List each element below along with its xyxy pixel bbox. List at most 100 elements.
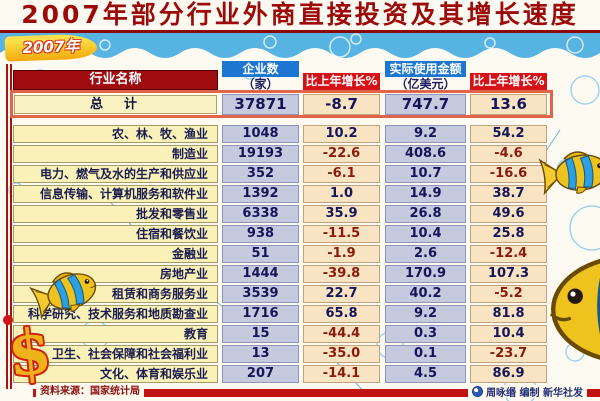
growth-vs-prev-year-cell: 65.8 [303, 305, 380, 323]
enterprise-count-cell: 51 [222, 245, 299, 263]
amount-used-cell: 170.9 [385, 265, 466, 283]
growth-vs-prev-year-cell: -23.7 [470, 345, 547, 363]
table-row: 信息传输、计算机服务和软件业 1392 1.0 14.9 38.7 [0, 185, 600, 204]
total-row-highlight-box [10, 90, 553, 118]
table-row: 房地产业 1444 -39.8 170.9 107.3 [0, 265, 600, 284]
amount-used-cell: 0.3 [385, 325, 466, 343]
table-row: 农、林、牧、渔业 1048 10.2 9.2 54.2 [0, 125, 600, 144]
column-header-amount: 实际使用金额 [385, 61, 466, 77]
growth-vs-prev-year-cell: -44.4 [303, 325, 380, 343]
column-header-industry: 行业名称 [13, 70, 218, 90]
growth-vs-prev-year-cell: -39.8 [303, 265, 380, 283]
growth-vs-prev-year-cell: 10.2 [303, 125, 380, 143]
footer-red-bar [33, 389, 600, 397]
growth-vs-prev-year-cell: -12.4 [470, 245, 547, 263]
industry-name-cell: 科学研究、技术服务和地质勘查业 [13, 305, 218, 323]
left-frame-line [6, 64, 8, 389]
left-frame-line [10, 64, 12, 389]
total-enterprise-count: 37871 [222, 94, 299, 115]
amount-used-cell: 4.5 [385, 365, 466, 383]
table-row: 教育 15 -44.4 0.3 10.4 [0, 325, 600, 344]
growth-vs-prev-year-cell: 25.8 [470, 225, 547, 243]
growth-vs-prev-year-cell: 10.4 [470, 325, 547, 343]
enterprise-count-cell: 1392 [222, 185, 299, 203]
growth-vs-prev-year-cell: 54.2 [470, 125, 547, 143]
growth-vs-prev-year-cell: 38.7 [470, 185, 547, 203]
table-row: 租赁和商务服务业 3539 22.7 40.2 -5.2 [0, 285, 600, 304]
enterprise-count-cell: 3539 [222, 285, 299, 303]
total-row-label: 总 计 [14, 95, 217, 114]
total-growth-2: 13.6 [470, 94, 547, 115]
growth-vs-prev-year-cell: -1.9 [303, 245, 380, 263]
table-row: 金融业 51 -1.9 2.6 -12.4 [0, 245, 600, 264]
growth-vs-prev-year-cell: 35.9 [303, 205, 380, 223]
amount-used-cell: 10.7 [385, 165, 466, 183]
amount-used-cell: 408.6 [385, 145, 466, 163]
column-header-enterprises-unit: （家） [242, 77, 279, 91]
enterprise-count-cell: 19193 [222, 145, 299, 163]
industry-name-cell: 租赁和商务服务业 [13, 285, 218, 303]
enterprise-count-cell: 1716 [222, 305, 299, 323]
enterprise-count-cell: 352 [222, 165, 299, 183]
enterprise-count-cell: 1444 [222, 265, 299, 283]
industry-name-cell: 金融业 [13, 245, 218, 263]
growth-vs-prev-year-cell: -22.6 [303, 145, 380, 163]
page-title: 2007年部分行业外商直接投资及其增长速度 [0, 0, 600, 33]
enterprise-count-cell: 6338 [222, 205, 299, 223]
table-row: 批发和零售业 6338 35.9 26.8 49.6 [0, 205, 600, 224]
amount-used-cell: 10.4 [385, 225, 466, 243]
industry-name-cell: 信息传输、计算机服务和软件业 [13, 185, 218, 203]
growth-vs-prev-year-cell: 86.9 [470, 365, 547, 383]
amount-used-cell: 40.2 [385, 285, 466, 303]
growth-vs-prev-year-cell: -35.0 [303, 345, 380, 363]
amount-used-cell: 9.2 [385, 305, 466, 323]
enterprise-count-cell: 15 [222, 325, 299, 343]
enterprise-count-cell: 938 [222, 225, 299, 243]
column-header-amount-unit: （亿美元） [395, 77, 456, 91]
industry-name-cell: 农、林、牧、渔业 [13, 125, 218, 143]
total-growth-1: -8.7 [303, 94, 380, 115]
table-row: 科学研究、技术服务和地质勘查业 1716 65.8 9.2 81.8 [0, 305, 600, 324]
amount-used-cell: 9.2 [385, 125, 466, 143]
growth-vs-prev-year-cell: 49.6 [470, 205, 547, 223]
enterprise-count-cell: 13 [222, 345, 299, 363]
column-header-growth-1: 比上年增长% [303, 73, 380, 90]
industry-name-cell: 卫生、社会保障和社会福利业 [13, 345, 218, 363]
xinhua-logo-icon [472, 386, 483, 397]
wave-band-decoration [0, 33, 600, 58]
growth-vs-prev-year-cell: -16.6 [470, 165, 547, 183]
amount-used-cell: 26.8 [385, 205, 466, 223]
industry-name-cell: 住宿和餐饮业 [13, 225, 218, 243]
fishing-float-dot [3, 315, 13, 325]
industry-name-cell: 批发和零售业 [13, 205, 218, 223]
table-row: 电力、燃气及水的生产和供应业 352 -6.1 10.7 -16.6 [0, 165, 600, 184]
growth-vs-prev-year-cell: -14.1 [303, 365, 380, 383]
credit-note: 周咏缗 编制 新华社发 [468, 385, 587, 399]
growth-vs-prev-year-cell: 22.7 [303, 285, 380, 303]
table-row: 住宿和餐饮业 938 -11.5 10.4 25.8 [0, 225, 600, 244]
growth-vs-prev-year-cell: -6.1 [303, 165, 380, 183]
column-header-growth-2: 比上年增长% [470, 73, 547, 90]
growth-vs-prev-year-cell: -5.2 [470, 285, 547, 303]
growth-vs-prev-year-cell: 81.8 [470, 305, 547, 323]
amount-used-cell: 2.6 [385, 245, 466, 263]
industry-name-cell: 教育 [13, 325, 218, 343]
growth-vs-prev-year-cell: -11.5 [303, 225, 380, 243]
industry-name-cell: 文化、体育和娱乐业 [13, 365, 218, 383]
total-amount-used: 747.7 [385, 94, 466, 115]
data-source-note: 资料来源：国家统计局 [36, 385, 144, 398]
growth-vs-prev-year-cell: 1.0 [303, 185, 380, 203]
growth-vs-prev-year-cell: -4.6 [470, 145, 547, 163]
enterprise-count-cell: 207 [222, 365, 299, 383]
growth-vs-prev-year-cell: 107.3 [470, 265, 547, 283]
table-row: 文化、体育和娱乐业 207 -14.1 4.5 86.9 [0, 365, 600, 384]
table-row: 卫生、社会保障和社会福利业 13 -35.0 0.1 -23.7 [0, 345, 600, 364]
amount-used-cell: 0.1 [385, 345, 466, 363]
amount-used-cell: 14.9 [385, 185, 466, 203]
industry-name-cell: 制造业 [13, 145, 218, 163]
enterprise-count-cell: 1048 [222, 125, 299, 143]
industry-name-cell: 电力、燃气及水的生产和供应业 [13, 165, 218, 183]
industry-name-cell: 房地产业 [13, 265, 218, 283]
